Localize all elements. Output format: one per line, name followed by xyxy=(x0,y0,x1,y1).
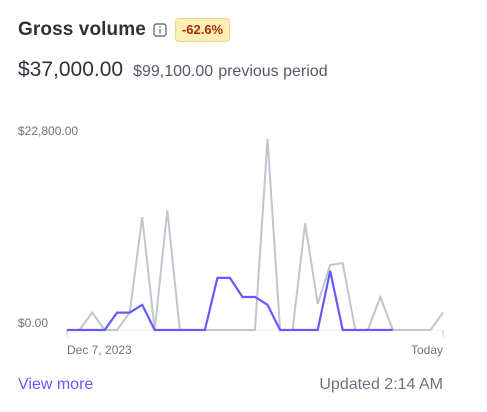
series-line-previous xyxy=(67,138,444,331)
current-amount: $37,000.00 xyxy=(18,58,124,81)
change-badge: -62.6% xyxy=(174,18,231,42)
info-icon[interactable] xyxy=(153,23,167,37)
series-line-current xyxy=(67,270,393,332)
updated-timestamp: Updated 2:14 AM xyxy=(319,376,443,393)
y-tick-label-max: $22,800.00 xyxy=(18,124,78,138)
previous-period-label: previous period xyxy=(218,63,328,80)
x-tick-label-end: Today xyxy=(411,343,443,357)
amount-row: $37,000.00 $99,100.00 previous period xyxy=(18,58,328,82)
gross-volume-chart: $22,800.00 $0.00 Dec 7, 2023 Today xyxy=(18,124,444,357)
view-more-link[interactable]: View more xyxy=(18,376,94,393)
card-title: Gross volume xyxy=(18,19,146,40)
previous-amount: $99,100.00 xyxy=(133,63,214,80)
y-tick-label-min: $0.00 xyxy=(18,316,48,330)
x-tick-label-start: Dec 7, 2023 xyxy=(67,343,132,357)
series-layer xyxy=(67,138,444,332)
card-header: Gross volume -62.6% xyxy=(18,18,231,42)
